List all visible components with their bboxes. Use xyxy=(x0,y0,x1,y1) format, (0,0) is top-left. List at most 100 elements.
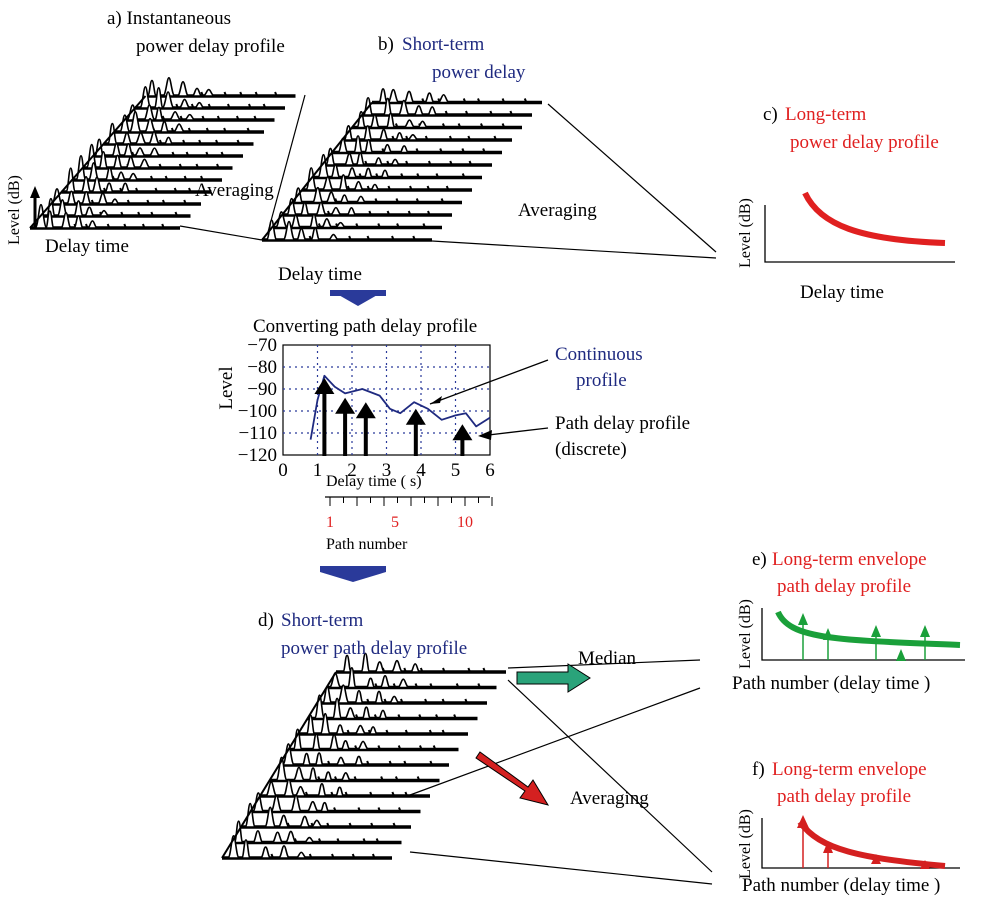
peak xyxy=(362,707,370,718)
y-label: Level (dB) xyxy=(6,175,23,245)
peak xyxy=(139,159,151,168)
peak xyxy=(169,112,181,120)
peak xyxy=(148,81,157,96)
x-label: Path number (delay time ) xyxy=(732,673,930,694)
path-head xyxy=(896,649,906,661)
peak xyxy=(391,159,400,165)
x-tick-label: 4 xyxy=(416,460,426,481)
peak xyxy=(404,91,414,102)
path-tick-label: 1 xyxy=(326,514,334,531)
peak xyxy=(84,207,94,216)
peak xyxy=(414,106,424,115)
peak xyxy=(375,662,385,672)
peak xyxy=(341,741,350,750)
mini-chart xyxy=(762,815,960,869)
x-label: Delay time ( s) xyxy=(326,473,422,490)
peak xyxy=(291,215,301,227)
connector xyxy=(508,680,712,872)
panel-title: a) Instantaneous xyxy=(107,8,231,29)
peak xyxy=(312,734,320,749)
peak xyxy=(379,710,388,718)
peak xyxy=(379,130,388,140)
peak xyxy=(357,741,369,749)
panel-title: power delay profile xyxy=(790,132,939,153)
path-head xyxy=(871,625,881,637)
stack-edge xyxy=(262,103,372,241)
peak xyxy=(179,99,190,108)
peak xyxy=(184,115,195,120)
peak xyxy=(355,726,367,734)
y-label: Level (dB) xyxy=(737,599,754,669)
peak xyxy=(293,767,305,780)
x-label: Delay time xyxy=(45,236,129,257)
converting-chart: −70−80−90−100−110−12001234561510 xyxy=(238,335,495,531)
path-head xyxy=(920,625,930,637)
peak xyxy=(122,133,132,144)
peak xyxy=(296,852,307,858)
peak xyxy=(321,219,332,228)
annotation: (discrete) xyxy=(555,439,627,460)
connector xyxy=(268,95,305,232)
peak xyxy=(278,815,289,827)
annotation: Path delay profile xyxy=(555,413,690,434)
peak xyxy=(411,664,420,672)
peak xyxy=(381,170,389,177)
x-tick-label: 2 xyxy=(347,460,357,481)
axis xyxy=(762,608,965,660)
peak xyxy=(397,679,409,687)
peak xyxy=(315,753,323,765)
peak xyxy=(295,787,307,796)
peak xyxy=(340,195,349,202)
peak xyxy=(177,82,188,96)
connector xyxy=(410,852,712,884)
mini-chart xyxy=(765,193,955,262)
arrow-label: Averaging xyxy=(195,180,274,201)
panel-prefix: f) xyxy=(752,759,765,780)
peak xyxy=(134,148,146,156)
level-arrow-head xyxy=(30,186,40,198)
down-arrow xyxy=(320,566,386,582)
peak xyxy=(356,153,365,165)
chart-title: Converting path delay profile xyxy=(253,316,477,337)
peak xyxy=(347,168,357,178)
panel-title: Long-term xyxy=(785,104,866,125)
peak xyxy=(160,122,169,132)
arrow-label: Averaging xyxy=(518,200,597,221)
discrete-head xyxy=(452,424,472,440)
path-head xyxy=(797,815,809,828)
panel-prefix: c) xyxy=(763,104,778,125)
peak xyxy=(374,158,382,165)
peak xyxy=(404,120,415,127)
peak xyxy=(173,124,185,132)
peak xyxy=(383,145,392,153)
panel-title: path delay profile xyxy=(777,786,911,807)
peak xyxy=(203,90,215,96)
x-tick-label: 6 xyxy=(485,460,495,481)
peak xyxy=(271,796,282,812)
peak xyxy=(128,174,138,180)
peak xyxy=(395,133,403,140)
path-label: Path number xyxy=(326,536,408,553)
y-tick-label: −120 xyxy=(238,445,277,466)
peak xyxy=(427,107,437,115)
peak xyxy=(116,172,125,180)
averaging-arrow xyxy=(476,752,548,805)
y-tick-label: −70 xyxy=(247,335,277,356)
annotation: profile xyxy=(576,370,627,391)
curve xyxy=(778,612,960,645)
peak xyxy=(438,95,449,103)
peak xyxy=(98,193,109,204)
peak xyxy=(307,802,319,812)
path-tick-label: 5 xyxy=(391,514,399,531)
peak xyxy=(309,768,318,780)
panel-title: Short-term xyxy=(402,34,485,55)
peak xyxy=(341,773,351,781)
peak xyxy=(121,183,130,192)
peak xyxy=(164,137,173,144)
arrow-label: Averaging xyxy=(570,788,649,809)
x-tick-label: 1 xyxy=(313,460,323,481)
peak xyxy=(304,838,315,843)
down-arrow xyxy=(330,290,386,296)
page: { "a": {"title_lines": ["a) Instantaneou… xyxy=(0,0,996,900)
peak xyxy=(154,88,163,108)
